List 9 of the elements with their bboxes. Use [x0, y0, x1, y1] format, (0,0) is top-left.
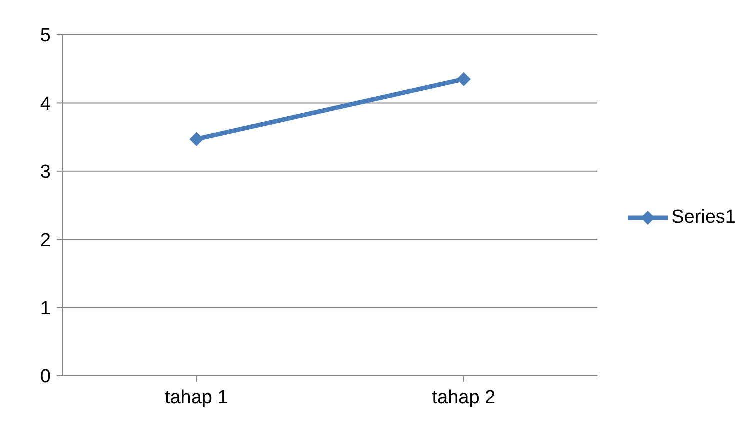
x-tick-label: tahap 1 [164, 387, 228, 408]
x-tick-label: tahap 2 [432, 387, 496, 408]
y-tick-label: 3 [40, 162, 51, 184]
y-tick-label: 1 [40, 298, 51, 320]
y-tick-label: 2 [40, 230, 51, 252]
y-tick-label: 5 [40, 26, 51, 47]
y-tick-label: 0 [40, 366, 51, 388]
legend-label: Series1 [672, 207, 736, 229]
y-tick-label: 4 [40, 94, 52, 115]
